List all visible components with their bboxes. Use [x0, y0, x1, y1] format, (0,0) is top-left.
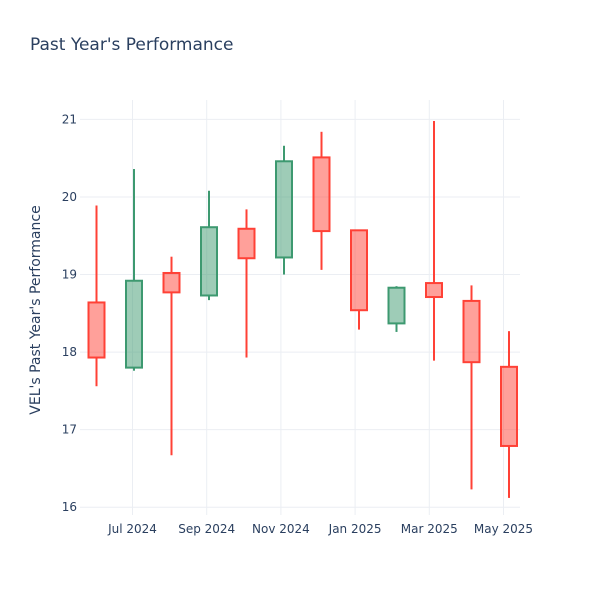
x-tick-label: Sep 2024: [178, 522, 235, 536]
candle-6: [275, 145, 293, 275]
candle-body: [462, 299, 481, 364]
y-tick-label: 19: [62, 268, 77, 282]
candle-body: [275, 160, 293, 259]
candle-body: [312, 156, 331, 233]
candle-body: [425, 282, 443, 299]
candle-body: [500, 365, 518, 447]
candle-8: [350, 229, 368, 330]
candle-body: [162, 271, 181, 294]
candle-12: [500, 331, 518, 498]
y-tick-label: 17: [62, 423, 77, 437]
candle-body: [87, 301, 106, 359]
candle-body: [237, 227, 256, 260]
candle-9: [387, 286, 406, 332]
x-tick-label: Jan 2025: [328, 522, 382, 536]
x-tick-label: Nov 2024: [252, 522, 310, 536]
chart-title: Past Year's Performance: [30, 35, 234, 55]
y-tick-label: 16: [62, 500, 77, 514]
candle-4: [200, 190, 218, 301]
candle-3: [162, 256, 181, 456]
y-tick-label: 18: [62, 345, 77, 359]
y-axis-title: VEL's Past Year's Performance: [28, 205, 44, 414]
y-tick-label: 20: [62, 190, 77, 204]
x-tick-label: Mar 2025: [401, 522, 458, 536]
x-tick-label: Jul 2024: [107, 522, 157, 536]
candle-10: [425, 120, 443, 361]
candle-11: [462, 285, 481, 490]
y-tick-labels: 16 17 18 19 20 21: [62, 112, 77, 514]
candle-body: [387, 286, 406, 325]
x-tick-label: May 2025: [474, 522, 533, 536]
candle-body: [125, 279, 143, 369]
candle-body: [350, 229, 368, 312]
candle-7: [312, 131, 331, 270]
candle-5: [237, 209, 256, 358]
x-tick-labels: Jul 2024 Sep 2024 Nov 2024 Jan 2025 Mar 2025…: [107, 522, 533, 536]
candle-body: [200, 226, 218, 297]
candle-2: [125, 169, 143, 371]
y-tick-label: 21: [62, 112, 77, 126]
candles: [87, 120, 518, 498]
candle-1: [87, 205, 106, 387]
gridlines: [80, 100, 520, 515]
